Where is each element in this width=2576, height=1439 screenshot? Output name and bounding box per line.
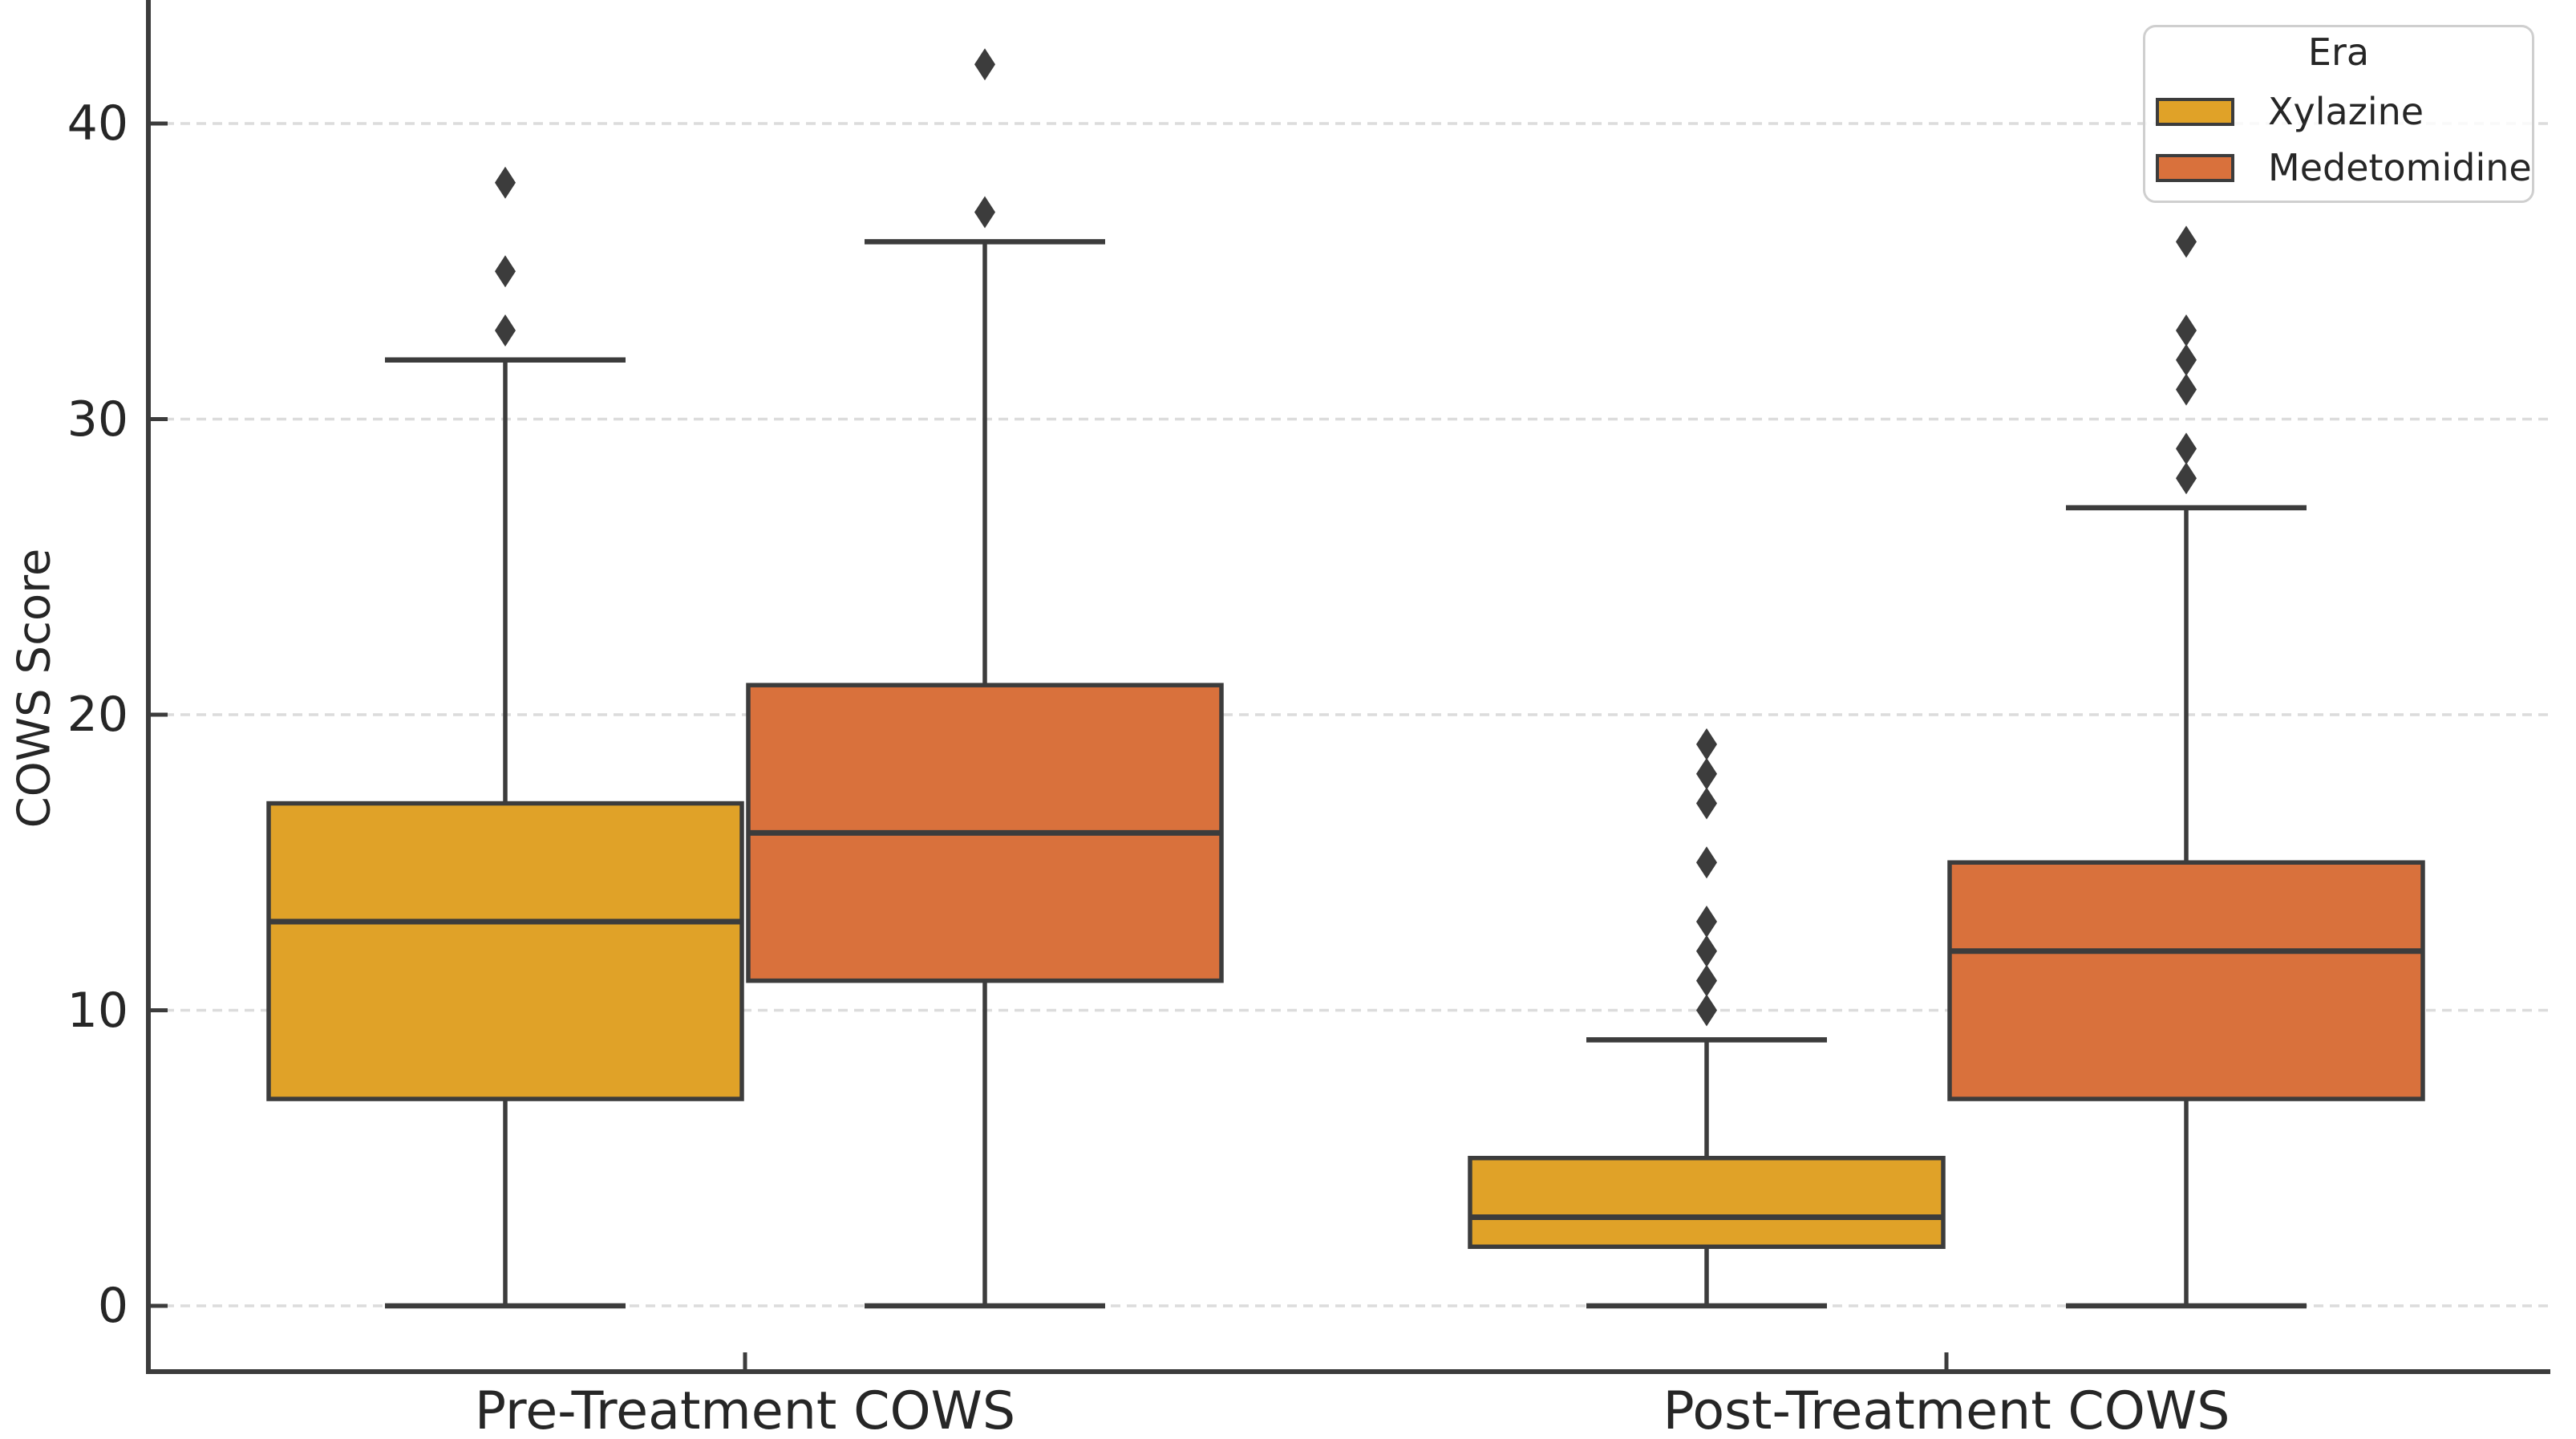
y-tick-label-40: 40: [67, 95, 128, 152]
outlier-diamond-xylazine-post-12: [1696, 934, 1717, 967]
outlier-diamond-xylazine-pre-33: [495, 314, 516, 347]
legend-swatch-medetomidine: [2156, 153, 2234, 182]
outlier-diamond-medetomidine-post-33: [2176, 314, 2197, 347]
y-tick-label-10: 10: [67, 982, 128, 1039]
legend-entry-medetomidine: Medetomidine: [2145, 141, 2532, 194]
outlier-diamond-xylazine-post-11: [1696, 964, 1717, 997]
legend-swatch-xylazine: [2156, 97, 2234, 126]
outlier-diamond-xylazine-post-15: [1696, 846, 1717, 879]
outlier-diamond-xylazine-post-13: [1696, 905, 1717, 938]
outlier-diamond-medetomidine-post-36: [2176, 225, 2197, 258]
y-tick-label-0: 0: [97, 1278, 128, 1334]
box-medetomidine-post: [1947, 860, 2425, 1101]
outlier-diamond-medetomidine-pre-42: [974, 48, 995, 81]
outlier-diamond-xylazine-pre-35: [495, 255, 516, 288]
legend-label-xylazine: Xylazine: [2268, 90, 2424, 133]
legend-label-medetomidine: Medetomidine: [2268, 146, 2532, 189]
outlier-diamond-medetomidine-post-29: [2176, 432, 2197, 465]
y-tick-label-30: 30: [67, 391, 128, 448]
outlier-diamond-xylazine-post-18: [1696, 757, 1717, 790]
outlier-diamond-medetomidine-pre-37: [974, 196, 995, 229]
outlier-diamond-medetomidine-post-32: [2176, 343, 2197, 376]
outlier-diamond-xylazine-post-17: [1696, 787, 1717, 820]
legend-entry-xylazine: Xylazine: [2145, 85, 2532, 138]
x-tick-label-post-treatment: Post-Treatment COWS: [1663, 1381, 2230, 1439]
x-tick-label-pre-treatment: Pre-Treatment COWS: [474, 1381, 1016, 1439]
outlier-diamond-xylazine-post-19: [1696, 728, 1717, 760]
legend-title: Era: [2307, 30, 2370, 74]
box-xylazine-pre: [266, 801, 744, 1101]
outlier-diamond-xylazine-post-10: [1696, 994, 1717, 1027]
outlier-diamond-medetomidine-post-31: [2176, 373, 2197, 406]
box-xylazine-post: [1468, 1156, 1946, 1250]
outlier-diamond-xylazine-pre-38: [495, 166, 516, 199]
legend: Era Xylazine Medetomidine: [2143, 25, 2534, 203]
y-tick-label-20: 20: [67, 687, 128, 743]
outlier-diamond-medetomidine-post-28: [2176, 462, 2197, 495]
